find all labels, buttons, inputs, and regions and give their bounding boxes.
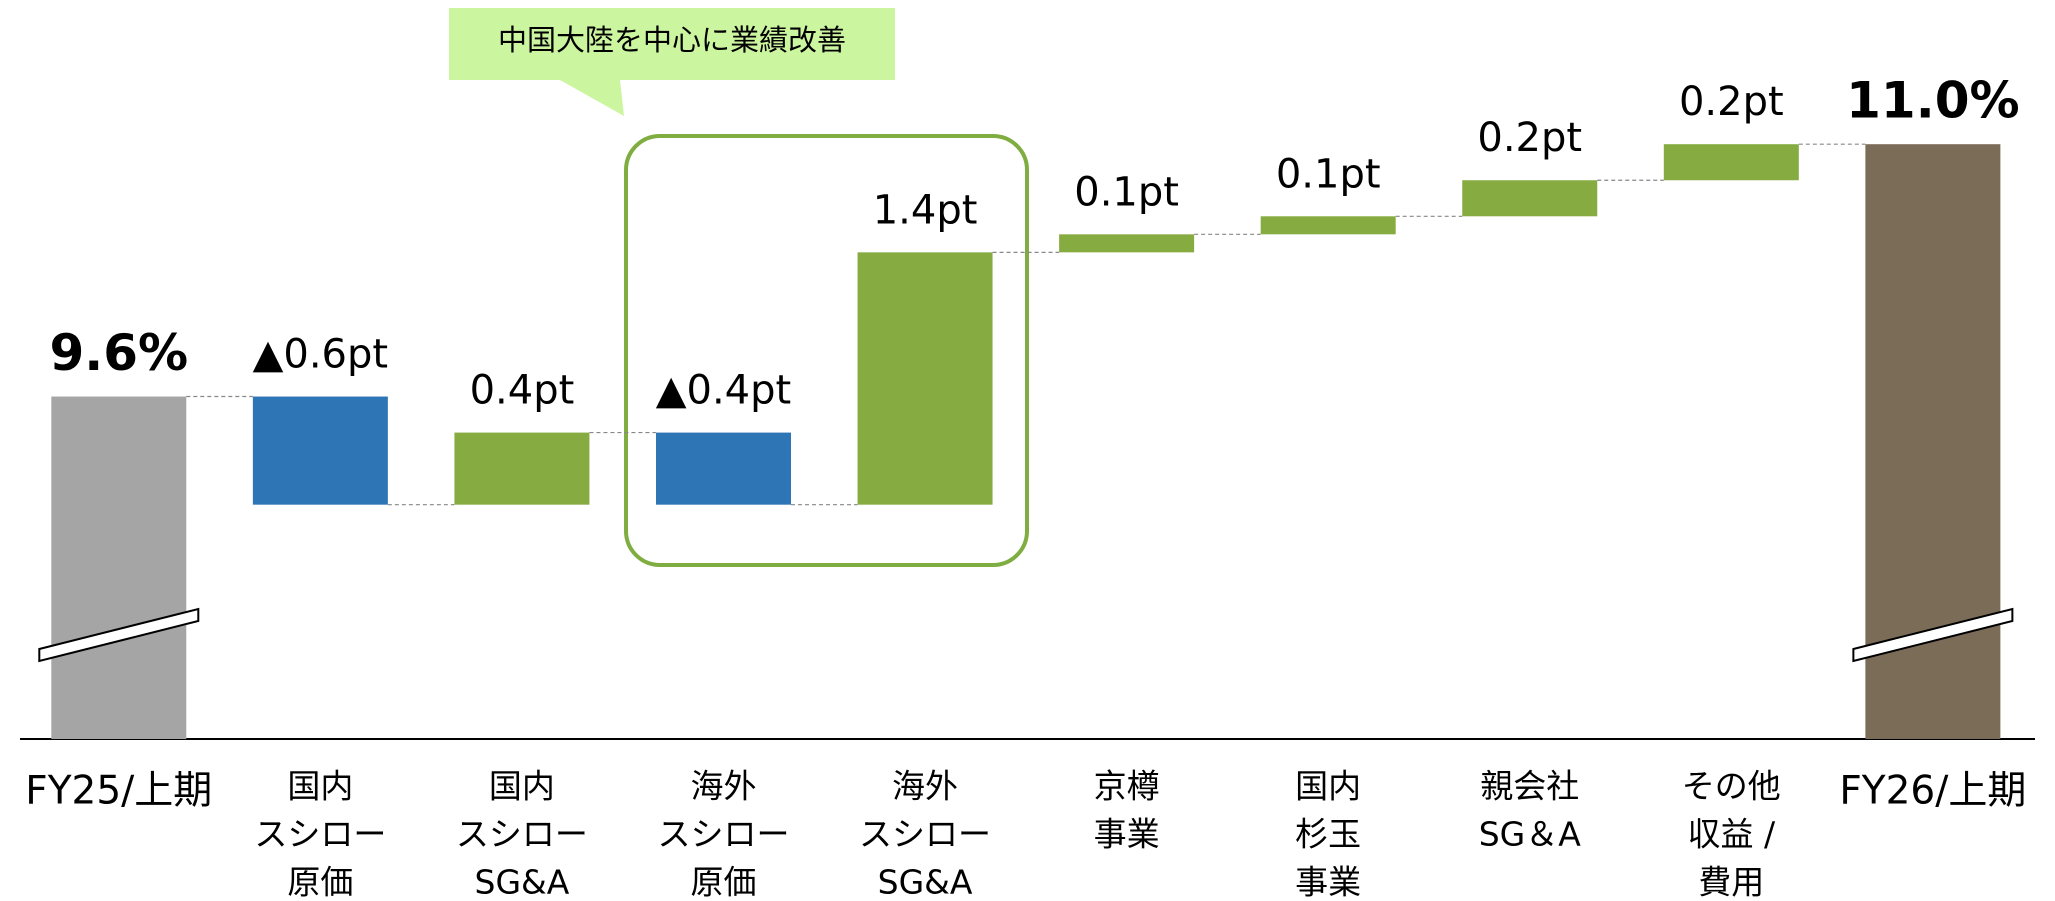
x-tick-label: スシロー xyxy=(859,815,991,854)
x-tick-label: SG＆A xyxy=(1479,815,1582,854)
x-tick-label: SG&A xyxy=(475,863,570,901)
bar xyxy=(454,432,590,505)
x-tick-label: 国内 xyxy=(489,767,555,806)
axis-break xyxy=(38,607,200,663)
bar xyxy=(1462,180,1598,217)
x-tick-label: スシロー xyxy=(657,815,789,854)
x-tick-label: FY25/上期 xyxy=(25,769,212,814)
value-label: 9.6% xyxy=(49,324,188,382)
x-tick-label: SG&A xyxy=(878,863,973,901)
value-label: 11.0% xyxy=(1846,72,2019,130)
bar xyxy=(1059,234,1195,253)
value-label: 0.1pt xyxy=(1276,151,1381,197)
x-tick-label: 国内 xyxy=(1295,767,1361,806)
x-tick-label: 費用 xyxy=(1698,863,1764,901)
x-tick-label: スシロー xyxy=(254,815,386,854)
annotation: 中国大陸を中心に業績改善 xyxy=(498,23,846,57)
axis-break xyxy=(1852,607,2014,663)
x-tick-label: 原価 xyxy=(287,863,353,901)
x-tick-label: 京樽 xyxy=(1094,767,1160,806)
x-tick-label: 収益 / xyxy=(1688,815,1776,854)
x-tick-label: 事業 xyxy=(1295,863,1361,901)
bar xyxy=(655,432,791,505)
bar xyxy=(252,396,388,505)
bar xyxy=(51,396,187,739)
value-label: ▲0.6pt xyxy=(253,332,388,378)
bar xyxy=(857,252,993,505)
x-tick-label: FY26/上期 xyxy=(1839,769,2026,814)
value-label: 0.2pt xyxy=(1477,115,1582,161)
value-label: 0.1pt xyxy=(1074,169,1179,215)
x-tick-label: 海外 xyxy=(690,767,756,806)
highlight-box xyxy=(624,134,1029,567)
value-label: 0.4pt xyxy=(470,368,575,414)
x-tick-label: 海外 xyxy=(892,767,958,806)
value-label: ▲0.4pt xyxy=(656,368,791,414)
bar xyxy=(1663,144,1799,181)
value-label: 0.2pt xyxy=(1679,79,1784,125)
x-tick-label: 原価 xyxy=(690,863,756,901)
x-tick-label: 事業 xyxy=(1094,815,1160,854)
x-tick-label: 国内 xyxy=(287,767,353,806)
x-tick-label: その他 xyxy=(1682,767,1781,806)
callout xyxy=(449,8,895,116)
value-label: 1.4pt xyxy=(873,187,978,233)
x-tick-label: 親会社 xyxy=(1480,767,1579,806)
bar xyxy=(1260,216,1396,235)
x-tick-label: 杉玉 xyxy=(1295,815,1361,854)
x-tick-label: スシロー xyxy=(456,815,588,854)
